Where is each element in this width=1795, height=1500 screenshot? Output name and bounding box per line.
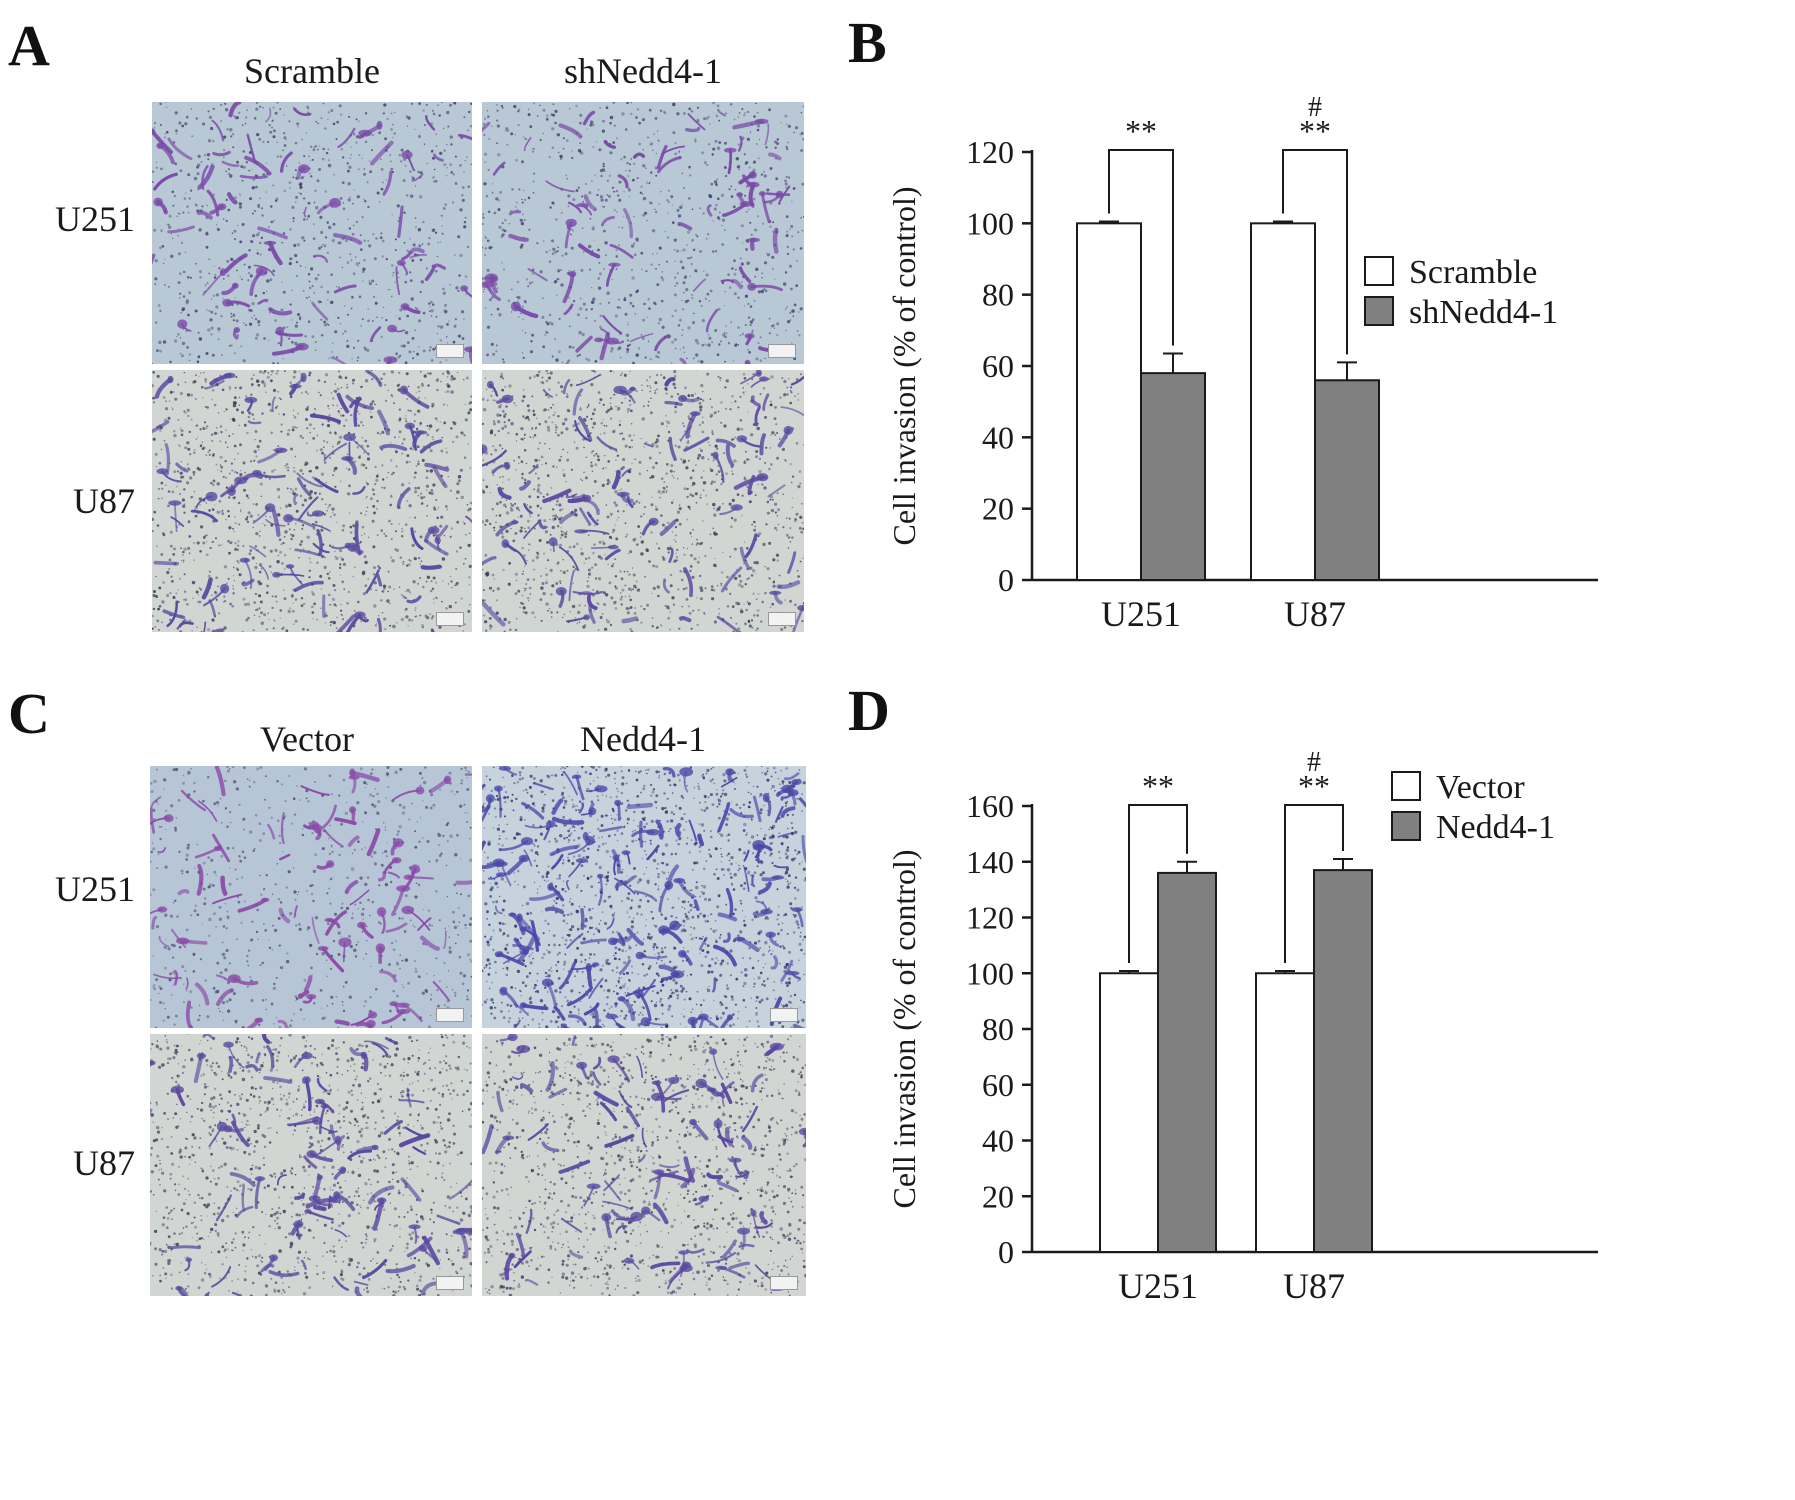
- y-tick-label: 20: [982, 491, 1014, 527]
- significance-stars: **: [1125, 113, 1157, 149]
- significance-bracket: [1282, 149, 1348, 355]
- x-tick-label-u251: U251: [1118, 1266, 1198, 1306]
- legend-label-shnedd4-1: shNedd4-1: [1409, 294, 1558, 331]
- y-tick-label: 60: [982, 348, 1014, 384]
- micrograph-c-vector-u87: [150, 1034, 472, 1296]
- y-tick-label: 100: [966, 955, 1014, 991]
- panel-letter-b: B: [848, 10, 887, 75]
- micrograph-a-shnedd4-1-u251: [482, 102, 804, 364]
- y-tick-label: 120: [966, 134, 1014, 170]
- significance-stars: **: [1298, 768, 1330, 804]
- legend-swatch-scramble: [1364, 256, 1394, 286]
- x-tick-label-u87: U87: [1283, 1266, 1345, 1306]
- y-tick-label: 40: [982, 1123, 1014, 1159]
- panel-letter-a: A: [8, 13, 50, 78]
- chart-b: B Cell invasion (% of control) 0 20 40 60 80 10…: [848, 10, 1598, 634]
- significance-bracket: [1284, 804, 1344, 964]
- micrograph-a-scramble-u87: [152, 370, 472, 632]
- column-label-vector: Vector: [260, 719, 354, 759]
- row-label-u251: U251: [55, 199, 135, 239]
- panel-letter-d: D: [848, 680, 890, 743]
- scale-bar: [436, 344, 464, 358]
- y-tick-label: 0: [998, 562, 1014, 598]
- y-tick-label: 0: [998, 1234, 1014, 1270]
- scale-bar: [436, 1008, 464, 1022]
- scale-bar: [770, 1276, 798, 1290]
- x-tick-label-u87: U87: [1284, 594, 1346, 634]
- row-label-u251-c: U251: [55, 869, 135, 909]
- row-label-u87: U87: [73, 481, 135, 521]
- y-tick-label: 40: [982, 419, 1014, 455]
- bar-scramble-u87: [1250, 222, 1316, 581]
- y-tick-label: 140: [966, 844, 1014, 880]
- significance-hash: #: [1307, 747, 1321, 778]
- y-tick-label: 80: [982, 1011, 1014, 1047]
- significance-stars: **: [1299, 113, 1331, 149]
- legend-swatch-vector: [1391, 771, 1421, 801]
- scale-bar: [768, 344, 796, 358]
- x-tick-label-u251: U251: [1101, 594, 1181, 634]
- chart-d: D Cell invasion (% of control) 0 20 40 60 80 10…: [848, 680, 1598, 1306]
- y-tick-label: 80: [982, 277, 1014, 313]
- column-label-scramble: Scramble: [244, 51, 380, 91]
- column-label-nedd4-1: Nedd4-1: [580, 719, 706, 759]
- legend-swatch-shnedd4-1: [1364, 296, 1394, 326]
- legend-label-scramble: Scramble: [1409, 254, 1537, 291]
- scale-bar: [436, 612, 464, 626]
- significance-stars: **: [1142, 768, 1174, 804]
- y-axis-label: Cell invasion (% of control): [886, 849, 922, 1208]
- column-label-shnedd4-1: shNedd4-1: [564, 51, 722, 91]
- bar-vector-u87: [1255, 972, 1315, 1253]
- panel-letter-c: C: [8, 681, 50, 746]
- bar-nedd4-1-u251: [1157, 871, 1217, 1253]
- y-axis-label: Cell invasion (% of control): [886, 186, 922, 545]
- bar-shnedd4-1-u87: [1314, 379, 1380, 581]
- significance-bracket: [1108, 149, 1174, 346]
- y-tick-label: 20: [982, 1178, 1014, 1214]
- scale-bar: [436, 1276, 464, 1290]
- y-tick-label: 120: [966, 900, 1014, 936]
- bar-vector-u251: [1099, 972, 1159, 1253]
- significance-bracket: [1128, 804, 1188, 964]
- y-tick-label: 60: [982, 1067, 1014, 1103]
- micrograph-a-shnedd4-1-u87: [482, 370, 804, 632]
- row-label-u87-c: U87: [73, 1143, 135, 1183]
- micrograph-c-vector-u251: [150, 766, 472, 1028]
- y-tick-label: 100: [966, 205, 1014, 241]
- y-tick-label: 160: [966, 788, 1014, 824]
- bar-scramble-u251: [1076, 222, 1142, 581]
- scale-bar: [768, 612, 796, 626]
- significance-hash: #: [1308, 92, 1322, 123]
- legend-swatch-nedd4-1: [1391, 811, 1421, 841]
- micrograph-c-nedd4-1-u87: [482, 1034, 806, 1296]
- legend-label-nedd4-1: Nedd4-1: [1436, 809, 1555, 846]
- bar-nedd4-1-u87: [1313, 869, 1373, 1254]
- legend-label-vector: Vector: [1436, 769, 1525, 806]
- scale-bar: [770, 1008, 798, 1022]
- bar-shnedd4-1-u251: [1140, 372, 1206, 581]
- micrograph-a-scramble-u251: [152, 102, 472, 364]
- micrograph-c-nedd4-1-u251: [482, 766, 806, 1028]
